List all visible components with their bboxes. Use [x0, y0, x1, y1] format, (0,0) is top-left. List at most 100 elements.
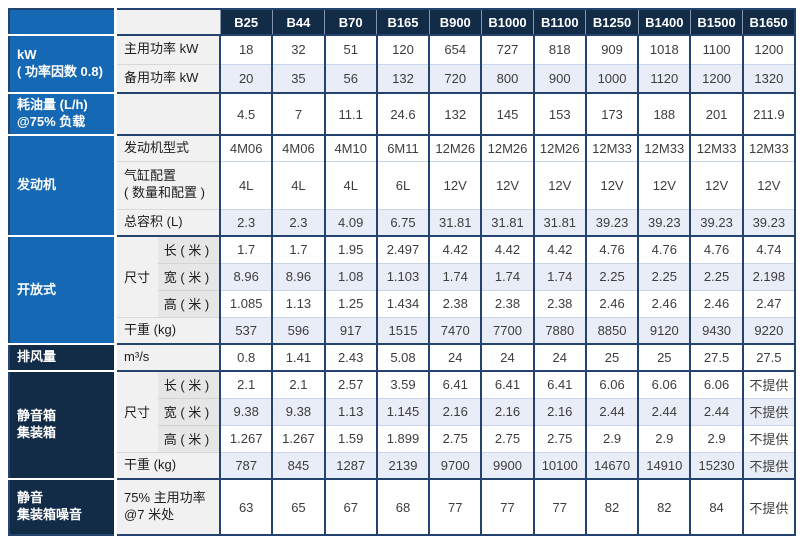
table-cell: 2.57 [323, 370, 377, 398]
table-cell: 2.25 [637, 262, 691, 290]
table-cell: 4.42 [532, 235, 586, 263]
table-cell: 4.09 [323, 208, 377, 236]
table-cell: 845 [271, 451, 325, 479]
table-cell: 727 [480, 34, 534, 64]
table-cell: 6.06 [637, 370, 691, 398]
table-cell: 153 [532, 92, 586, 135]
table-cell: 8.96 [219, 262, 273, 290]
row-label: 气缸配置 ( 数量和配置 ) [115, 160, 221, 209]
subheader-blank-cell [114, 9, 221, 36]
row-label: 干重 (kg) [115, 451, 221, 479]
table-cell: 6.06 [689, 370, 743, 398]
table-cell: 7700 [480, 316, 534, 344]
column-header-b1650: B1650 [742, 9, 795, 36]
row-label: 宽 ( 米 ) [157, 262, 221, 290]
table-cell: 2.497 [375, 235, 430, 263]
table-cell: 20 [219, 63, 273, 93]
table-cell: 1.267 [271, 424, 325, 452]
table-row: 高 ( 米 ) 1.085 1.13 1.25 1.434 2.38 2.38 2.38 2.4… [9, 289, 795, 317]
section-label-airflow: 排风量 [9, 343, 118, 371]
table-cell: 4L [219, 160, 273, 209]
row-label: 备用功率 kW [115, 63, 221, 93]
table-cell: 25 [637, 343, 691, 371]
table-row: 发动机 发动机型式 4M06 4M06 4M10 6M11 12M26 12M26 12M26 1… [9, 134, 795, 236]
table-cell: 4.74 [741, 235, 795, 263]
column-header-b1000: B1000 [480, 9, 534, 36]
table-cell: 3.59 [375, 370, 430, 398]
table-cell: 8850 [584, 316, 639, 344]
table-cell: 1287 [323, 451, 377, 479]
row-label: 75% 主用功率 @7 米处 [115, 478, 221, 535]
table-cell: 2.46 [689, 289, 743, 317]
table-cell: 2.46 [584, 289, 639, 317]
table-cell: 537 [219, 316, 273, 344]
table-cell: 1018 [637, 34, 691, 64]
table-cell: 120 [375, 34, 430, 64]
table-cell: 1.103 [375, 262, 430, 290]
table-cell: 63 [219, 478, 273, 535]
table-cell: 9430 [689, 316, 743, 344]
table-cell: 65 [271, 478, 325, 535]
table-cell: 9.38 [219, 397, 273, 425]
table-row: 静音箱 集装箱 尺寸长 ( 米 ) 2.1 2.1 2.57 3.59 6.41 6.41 6.… [9, 370, 795, 479]
table-cell: 2.75 [532, 424, 586, 452]
table-cell: 不提供 [741, 397, 795, 425]
row-label: 长 ( 米 ) [157, 370, 221, 398]
table-cell: 2.3 [271, 208, 325, 236]
table-cell: 39.23 [741, 208, 795, 236]
table-cell: 2.9 [637, 424, 691, 452]
table-cell: 24 [532, 343, 586, 371]
table-cell: 1.899 [375, 424, 430, 452]
table-cell: 2.9 [689, 424, 743, 452]
table-cell: 2.38 [532, 289, 586, 317]
table-cell: 82 [637, 478, 691, 535]
table-cell: 9120 [637, 316, 691, 344]
table-cell: 12V [480, 160, 534, 209]
table-cell: 1120 [637, 63, 691, 93]
table-cell: 6.06 [584, 370, 639, 398]
table-cell: 1.13 [271, 289, 325, 317]
table-cell: 51 [323, 34, 377, 64]
table-cell: 32 [271, 34, 325, 64]
table-cell: 6M11 [375, 134, 430, 161]
column-header-b44: B44 [271, 9, 325, 36]
table-body: kW ( 功率因数 0.8) 主用功率 kW 18 32 51 120 654 727 818 9… [9, 34, 795, 535]
table-cell: 不提供 [741, 478, 795, 535]
table-cell: 6.41 [428, 370, 482, 398]
table-cell: 2.44 [689, 397, 743, 425]
table-cell: 4.76 [689, 235, 743, 263]
table-row: 开放式 尺寸长 ( 米 ) 1.7 1.7 1.95 2.497 4.42 4.42 4.42 4… [9, 235, 795, 344]
row-label: 主用功率 kW [115, 34, 221, 64]
table-cell: 654 [428, 34, 482, 64]
table-cell: 6.41 [480, 370, 534, 398]
table-cell: 1.434 [375, 289, 430, 317]
table-cell: 4.42 [480, 235, 534, 263]
table-cell: 4.5 [219, 92, 273, 135]
table-cell: 12M26 [480, 134, 534, 161]
section-label-fuel: 耗油量 (L/h) @75% 负载 [9, 92, 118, 135]
table-cell: 12M33 [741, 134, 795, 161]
table-row: 备用功率 kW 20 35 56 132 720 800 900 1000 1120 1200 132… [9, 63, 795, 93]
table-cell: 39.23 [689, 208, 743, 236]
table-cell: 9.38 [271, 397, 325, 425]
table-cell: 2.38 [480, 289, 534, 317]
table-cell: 6L [375, 160, 430, 209]
table-cell: 2.38 [428, 289, 482, 317]
table-cell: 77 [428, 478, 482, 535]
table-cell: 25 [584, 343, 639, 371]
table-cell: 4.76 [584, 235, 639, 263]
table-cell: 132 [375, 63, 430, 93]
table-cell: 909 [584, 34, 639, 64]
table-cell: 132 [428, 92, 482, 135]
table-cell: 2.75 [480, 424, 534, 452]
table-cell: 6.75 [375, 208, 430, 236]
table-cell: 1.74 [428, 262, 482, 290]
table-cell: 4L [323, 160, 377, 209]
table-row: 干重 (kg) 537 596 917 1515 7470 7700 7880 8850 9120… [9, 316, 795, 344]
table-cell: 2.75 [428, 424, 482, 452]
table-cell: 18 [219, 34, 273, 64]
corner-blank-cell [9, 9, 116, 36]
section-label-kw: kW ( 功率因数 0.8) [9, 34, 118, 93]
column-header-b165: B165 [376, 9, 430, 36]
column-header-b1100: B1100 [533, 9, 586, 36]
